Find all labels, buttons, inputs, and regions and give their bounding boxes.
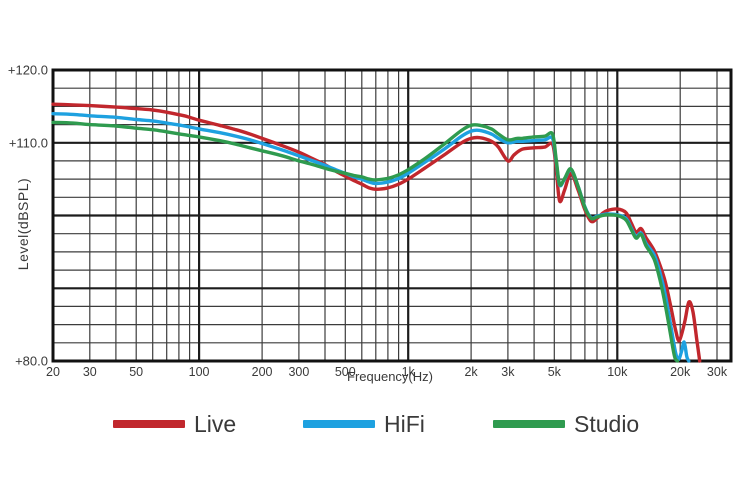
series-studio-line <box>51 120 680 363</box>
y-axis-title: Level(dBSPL) <box>15 177 31 271</box>
plot-border <box>51 68 733 363</box>
x-tick-30: 30 <box>83 365 97 379</box>
x-tick-3k: 3k <box>501 365 515 379</box>
y-tick-+110.0: +110.0 <box>9 135 48 150</box>
x-tick-5k: 5k <box>548 365 562 379</box>
y-tick-+120.0: +120.0 <box>8 63 48 78</box>
x-tick-1k: 1k <box>402 365 416 379</box>
live-color-swatch <box>113 420 185 428</box>
x-tick-10k: 10k <box>607 365 628 379</box>
legend-entry-studio: Studio <box>493 411 640 437</box>
series-hifi-line <box>51 112 691 363</box>
series-curves <box>51 102 702 363</box>
x-axis-title: Frequency(Hz) <box>347 369 433 384</box>
x-tick-100: 100 <box>189 365 210 379</box>
x-tick-20k: 20k <box>670 365 691 379</box>
x-tick-200: 200 <box>252 365 273 379</box>
hifi-color-swatch <box>303 420 375 428</box>
legend-entry-hifi: HiFi <box>303 411 425 437</box>
y-tick-+80.0: +80.0 <box>15 354 48 369</box>
x-tick-300: 300 <box>288 365 309 379</box>
legend-label-studio: Studio <box>574 411 640 437</box>
x-tick-50: 50 <box>129 365 143 379</box>
axis-tick-labels: 20 30 50 100 200 300 500 1k 2k 3k 5k 10k 20k 30k +120.… <box>8 63 728 380</box>
x-tick-20: 20 <box>46 365 60 379</box>
x-tick-500: 500 <box>335 365 356 379</box>
legend-label-live: Live <box>194 411 237 437</box>
x-tick-30k: 30k <box>707 365 728 379</box>
studio-color-swatch <box>493 420 565 428</box>
legend-label-hifi: HiFi <box>384 411 425 437</box>
legend-entry-live: Live <box>113 411 237 437</box>
series-live-line <box>51 102 702 363</box>
x-tick-2k: 2k <box>464 365 478 379</box>
